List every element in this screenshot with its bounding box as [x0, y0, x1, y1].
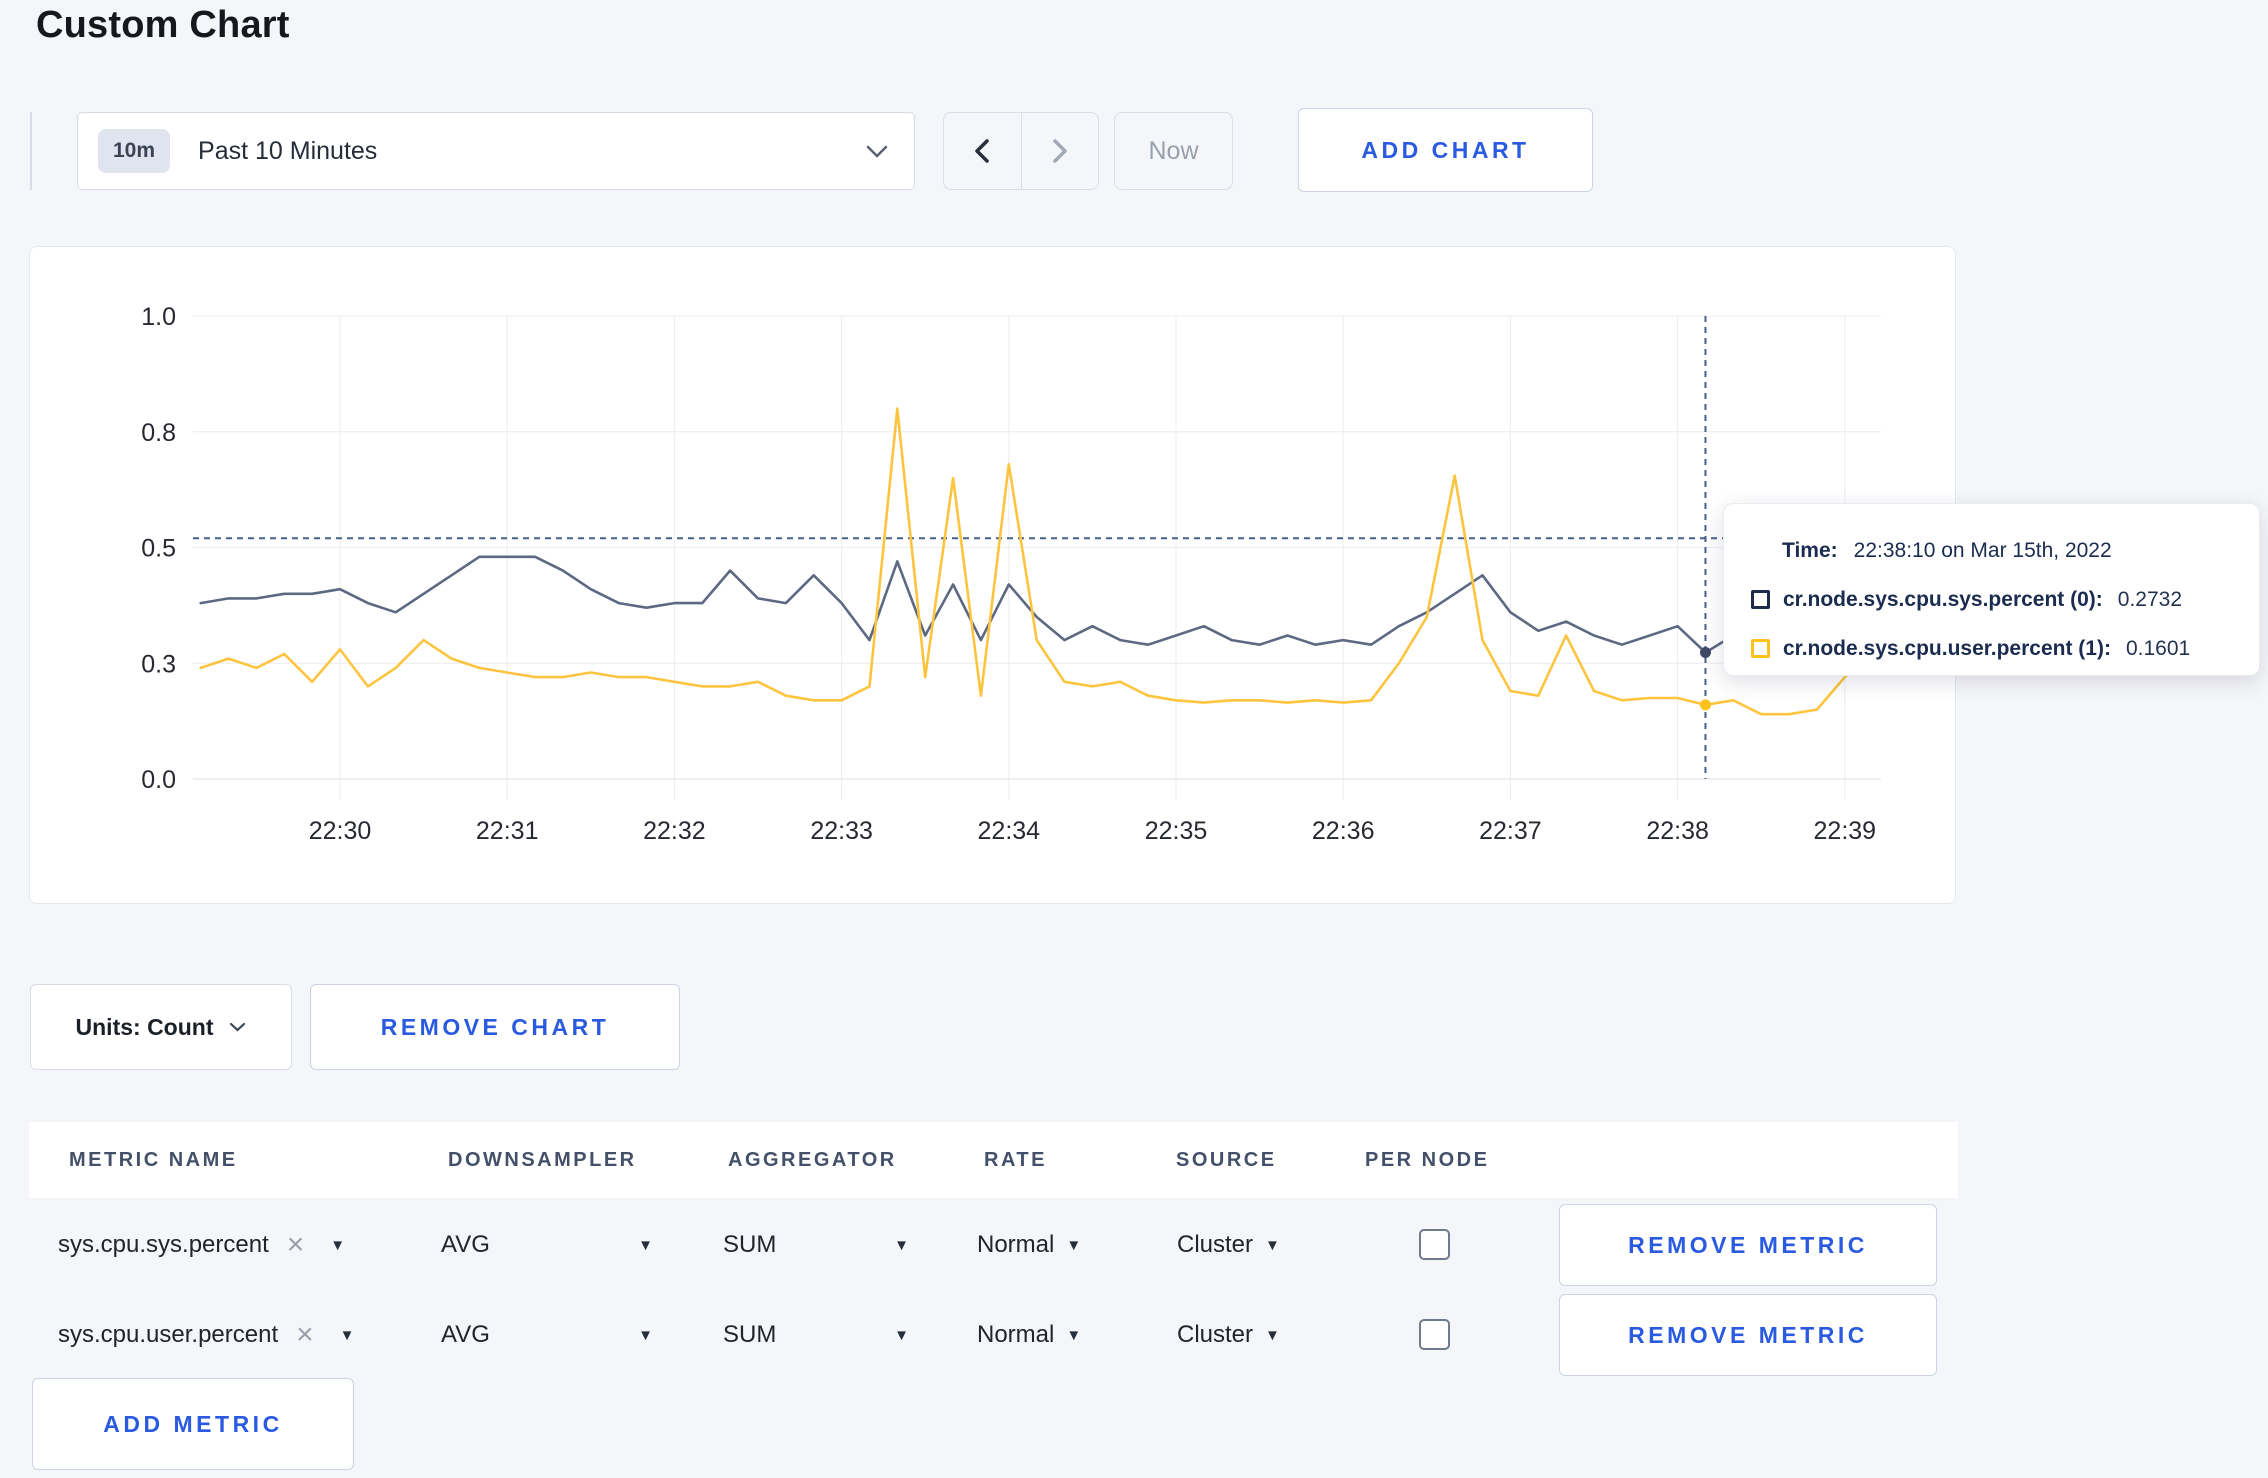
- svg-text:0.3: 0.3: [141, 650, 176, 678]
- source-select[interactable]: Cluster ▼: [1177, 1294, 1280, 1376]
- svg-text:22:37: 22:37: [1479, 817, 1542, 845]
- chevron-right-icon: [1053, 139, 1067, 163]
- now-button[interactable]: Now: [1114, 112, 1233, 190]
- metrics-table-header: METRIC NAME DOWNSAMPLER AGGREGATOR RATE …: [29, 1122, 1958, 1198]
- chart-tooltip: Time: 22:38:10 on Mar 15th, 2022 cr.node…: [1723, 503, 2260, 676]
- svg-text:22:36: 22:36: [1312, 817, 1375, 845]
- chevron-down-icon: ▼: [339, 1326, 355, 1344]
- downsampler-value: AVG: [441, 1321, 490, 1348]
- chevron-down-icon: ▼: [894, 1326, 909, 1344]
- rate-select[interactable]: Normal ▼: [977, 1294, 1081, 1376]
- chevron-down-icon: ▼: [1066, 1236, 1082, 1254]
- metric-row: sys.cpu.user.percent × ▼ AVG ▼ SUM ▼ Nor…: [0, 1294, 2268, 1376]
- time-range-badge: 10m: [98, 129, 171, 173]
- time-range-label: Past 10 Minutes: [198, 136, 378, 165]
- metric-row: sys.cpu.sys.percent × ▼ AVG ▼ SUM ▼ Norm…: [0, 1204, 2268, 1286]
- source-value: Cluster: [1177, 1231, 1254, 1258]
- user-series-swatch-icon: [1751, 639, 1770, 658]
- page-title: Custom Chart: [36, 4, 290, 46]
- column-header-downsampler: DOWNSAMPLER: [448, 1148, 637, 1171]
- tooltip-series-value: 0.2732: [2117, 587, 2183, 611]
- chevron-down-icon: ▼: [638, 1236, 653, 1254]
- svg-text:1.0: 1.0: [141, 303, 176, 331]
- rate-select[interactable]: Normal ▼: [977, 1204, 1081, 1286]
- tooltip-series-name: cr.node.sys.cpu.user.percent (1):: [1783, 636, 2111, 660]
- column-header-source: SOURCE: [1176, 1148, 1277, 1171]
- tooltip-series-value: 0.1601: [2125, 636, 2191, 660]
- column-header-rate: RATE: [984, 1148, 1047, 1171]
- svg-text:22:39: 22:39: [1814, 817, 1877, 845]
- source-value: Cluster: [1177, 1321, 1254, 1348]
- prev-time-button[interactable]: [944, 113, 1021, 189]
- column-header-per-node: PER NODE: [1365, 1148, 1490, 1171]
- chevron-down-icon: ▼: [894, 1236, 909, 1254]
- metric-name-value: sys.cpu.user.percent: [58, 1321, 279, 1348]
- chevron-down-icon: [866, 145, 888, 158]
- svg-text:0.5: 0.5: [141, 535, 176, 563]
- downsampler-select[interactable]: AVG ▼: [441, 1294, 653, 1376]
- units-dropdown[interactable]: Units: Count: [30, 984, 292, 1070]
- remove-chart-button[interactable]: REMOVE CHART: [310, 984, 680, 1070]
- svg-text:22:31: 22:31: [476, 817, 539, 845]
- source-select[interactable]: Cluster ▼: [1177, 1204, 1280, 1286]
- tooltip-series-name: cr.node.sys.cpu.sys.percent (0):: [1783, 587, 2103, 611]
- sys-series-swatch-icon: [1751, 590, 1770, 609]
- column-header-aggregator: AGGREGATOR: [728, 1148, 897, 1171]
- metric-name-select[interactable]: sys.cpu.user.percent × ▼: [58, 1294, 355, 1376]
- remove-metric-button[interactable]: REMOVE METRIC: [1559, 1294, 1937, 1376]
- metric-name-value: sys.cpu.sys.percent: [58, 1231, 269, 1258]
- per-node-checkbox[interactable]: [1419, 1229, 1450, 1260]
- aggregator-value: SUM: [723, 1321, 777, 1348]
- chevron-down-icon: [230, 1022, 246, 1032]
- svg-text:22:35: 22:35: [1145, 817, 1208, 845]
- clear-metric-icon[interactable]: ×: [296, 1318, 314, 1351]
- clear-metric-icon[interactable]: ×: [286, 1228, 305, 1261]
- column-header-metric-name: METRIC NAME: [69, 1148, 238, 1171]
- tooltip-series-row: cr.node.sys.cpu.user.percent (1): 0.1601: [1724, 624, 2259, 673]
- downsampler-select[interactable]: AVG ▼: [441, 1204, 653, 1286]
- tooltip-time-label: Time:: [1782, 538, 1838, 562]
- svg-text:22:32: 22:32: [643, 817, 706, 845]
- chevron-down-icon: ▼: [1265, 1236, 1280, 1254]
- rate-value: Normal: [977, 1231, 1055, 1258]
- next-time-button[interactable]: [1020, 113, 1099, 189]
- add-chart-button[interactable]: ADD CHART: [1298, 108, 1593, 192]
- chevron-down-icon: ▼: [638, 1326, 653, 1344]
- chart-card: 1.0 0.8 0.5 0.3 0.0 22:30 22:31 22:32 22:33 22:34…: [29, 246, 1956, 904]
- aggregator-value: SUM: [723, 1231, 777, 1258]
- aggregator-select[interactable]: SUM ▼: [723, 1204, 909, 1286]
- svg-text:22:33: 22:33: [810, 817, 873, 845]
- chevron-left-icon: [975, 139, 989, 163]
- chevron-down-icon: ▼: [1265, 1326, 1280, 1344]
- svg-text:22:38: 22:38: [1646, 817, 1709, 845]
- svg-text:22:34: 22:34: [978, 817, 1041, 845]
- remove-metric-button[interactable]: REMOVE METRIC: [1559, 1204, 1937, 1286]
- time-pager: [943, 112, 1099, 190]
- svg-text:0.8: 0.8: [141, 419, 176, 447]
- tooltip-series-row: cr.node.sys.cpu.sys.percent (0): 0.2732: [1724, 575, 2259, 624]
- downsampler-value: AVG: [441, 1231, 490, 1258]
- metric-name-select[interactable]: sys.cpu.sys.percent × ▼: [58, 1204, 345, 1286]
- svg-text:0.0: 0.0: [141, 766, 176, 794]
- toolbar-divider: [30, 112, 32, 190]
- chevron-down-icon: ▼: [330, 1236, 346, 1254]
- add-metric-button[interactable]: ADD METRIC: [32, 1378, 354, 1470]
- time-range-selector[interactable]: 10m Past 10 Minutes: [77, 112, 915, 190]
- per-node-checkbox[interactable]: [1419, 1319, 1450, 1350]
- chevron-down-icon: ▼: [1066, 1326, 1082, 1344]
- tooltip-time-value: 22:38:10 on Mar 15th, 2022: [1853, 538, 2112, 562]
- svg-text:22:30: 22:30: [309, 817, 372, 845]
- rate-value: Normal: [977, 1321, 1055, 1348]
- aggregator-select[interactable]: SUM ▼: [723, 1294, 909, 1376]
- tooltip-time-row: Time: 22:38:10 on Mar 15th, 2022: [1724, 526, 2259, 575]
- chart-plot[interactable]: 1.0 0.8 0.5 0.3 0.0 22:30 22:31 22:32 22:33 22:34…: [30, 247, 1955, 903]
- units-dropdown-label: Units: Count: [75, 1013, 214, 1040]
